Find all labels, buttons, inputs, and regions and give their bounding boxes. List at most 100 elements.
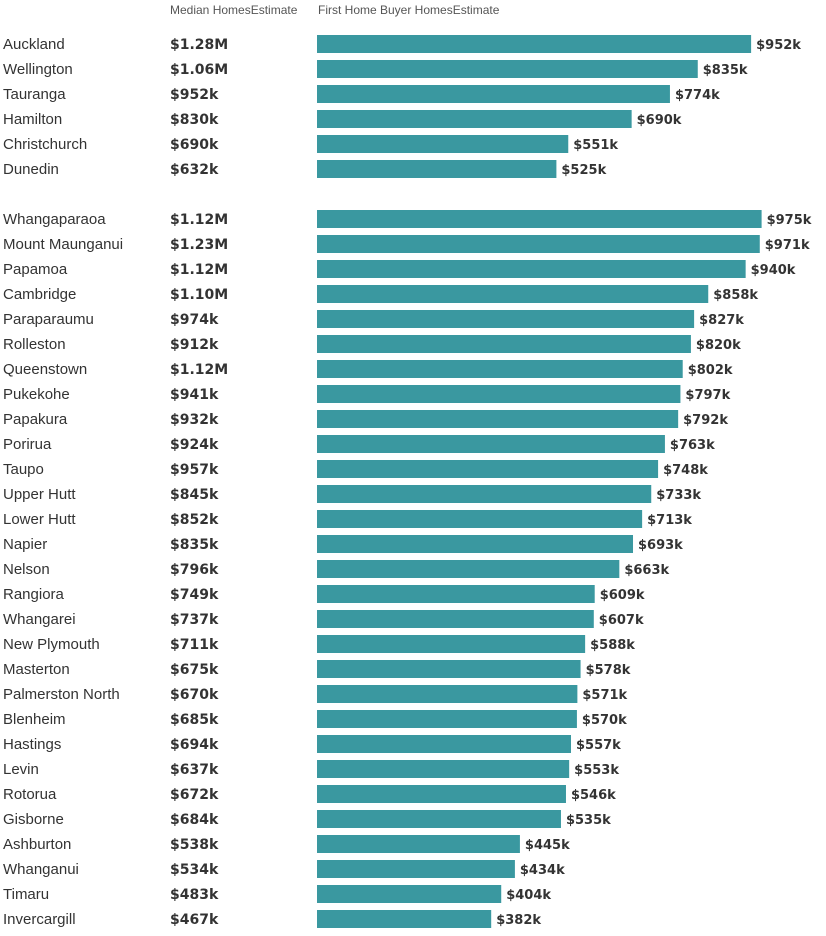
bar-invercargill: [317, 910, 492, 928]
bar-label-wellington: $835k: [703, 63, 748, 78]
bar-whangarei: [317, 610, 594, 628]
bar-taupo: [317, 460, 659, 478]
bar-hamilton: [317, 110, 632, 128]
city-label-dunedin: Dunedin: [3, 161, 59, 178]
bar-whangaparaoa: [317, 210, 762, 228]
bar-cambridge: [317, 285, 709, 303]
bar-label-whanganui: $434k: [520, 863, 565, 878]
bar-tauranga: [317, 85, 670, 103]
bar-palmerston-north: [317, 685, 578, 703]
bar-paraparaumu: [317, 310, 695, 328]
bar-lower-hutt: [317, 510, 643, 528]
median-value-levin: $637k: [170, 762, 219, 778]
median-value-whangarei: $737k: [170, 612, 219, 628]
bar-christchurch: [317, 135, 569, 153]
bar-dunedin: [317, 160, 557, 178]
city-label-rangiora: Rangiora: [3, 586, 65, 603]
bar-label-rotorua: $546k: [571, 788, 616, 803]
median-value-tauranga: $952k: [170, 87, 219, 103]
bar-label-ashburton: $445k: [525, 838, 570, 853]
median-value-blenheim: $685k: [170, 712, 219, 728]
city-label-hamilton: Hamilton: [3, 111, 62, 128]
bar-gisborne: [317, 810, 561, 828]
median-value-hamilton: $830k: [170, 112, 219, 128]
median-value-upper-hutt: $845k: [170, 487, 219, 503]
median-value-nelson: $796k: [170, 562, 219, 578]
median-value-whanganui: $534k: [170, 862, 219, 878]
bar-label-hastings: $557k: [576, 738, 621, 753]
city-label-whanganui: Whanganui: [3, 861, 79, 878]
city-label-masterton: Masterton: [3, 661, 70, 678]
city-label-upper-hutt: Upper Hutt: [3, 486, 76, 503]
median-value-dunedin: $632k: [170, 162, 219, 178]
city-label-papakura: Papakura: [3, 411, 68, 428]
median-value-hastings: $694k: [170, 737, 219, 753]
bar-label-blenheim: $570k: [582, 713, 627, 728]
city-label-porirua: Porirua: [3, 436, 52, 453]
city-label-auckland: Auckland: [3, 36, 65, 53]
bar-label-levin: $553k: [574, 763, 619, 778]
bar-pukekohe: [317, 385, 681, 403]
median-value-porirua: $924k: [170, 437, 219, 453]
city-label-wellington: Wellington: [3, 61, 73, 78]
bar-label-upper-hutt: $733k: [656, 488, 701, 503]
median-value-gisborne: $684k: [170, 812, 219, 828]
bar-label-gisborne: $535k: [566, 813, 611, 828]
median-column-header: Median HomesEstimate: [170, 3, 298, 17]
median-value-whangaparaoa: $1.12M: [170, 212, 228, 228]
median-value-christchurch: $690k: [170, 137, 219, 153]
city-label-tauranga: Tauranga: [3, 86, 66, 103]
bar-rangiora: [317, 585, 595, 603]
city-label-new-plymouth: New Plymouth: [3, 636, 100, 653]
median-value-taupo: $957k: [170, 462, 219, 478]
city-label-blenheim: Blenheim: [3, 711, 66, 728]
bar-label-pukekohe: $797k: [685, 388, 730, 403]
bar-label-masterton: $578k: [586, 663, 631, 678]
bar-whanganui: [317, 860, 515, 878]
bar-label-cambridge: $858k: [713, 288, 758, 303]
city-label-queenstown: Queenstown: [3, 361, 87, 378]
city-label-hastings: Hastings: [3, 736, 61, 753]
bar-rolleston: [317, 335, 691, 353]
median-value-napier: $835k: [170, 537, 219, 553]
bar-rotorua: [317, 785, 566, 803]
bar-auckland: [317, 35, 752, 53]
bar-porirua: [317, 435, 665, 453]
city-label-napier: Napier: [3, 536, 47, 553]
median-value-lower-hutt: $852k: [170, 512, 219, 528]
median-value-queenstown: $1.12M: [170, 362, 228, 378]
median-value-auckland: $1.28M: [170, 37, 228, 53]
bar-mount-maunganui: [317, 235, 760, 253]
bar-label-paraparaumu: $827k: [699, 313, 744, 328]
bar-masterton: [317, 660, 581, 678]
bar-papakura: [317, 410, 679, 428]
bar-papamoa: [317, 260, 746, 278]
bar-label-auckland: $952k: [756, 38, 801, 53]
median-value-mount-maunganui: $1.23M: [170, 237, 228, 253]
bar-label-rangiora: $609k: [600, 588, 645, 603]
city-label-papamoa: Papamoa: [3, 261, 68, 278]
median-value-palmerston-north: $670k: [170, 687, 219, 703]
city-label-lower-hutt: Lower Hutt: [3, 511, 76, 528]
median-value-cambridge: $1.10M: [170, 287, 228, 303]
bar-napier: [317, 535, 634, 553]
city-label-taupo: Taupo: [3, 461, 44, 478]
bar-label-lower-hutt: $713k: [647, 513, 692, 528]
median-value-wellington: $1.06M: [170, 62, 228, 78]
median-value-timaru: $483k: [170, 887, 219, 903]
bar-upper-hutt: [317, 485, 652, 503]
bar-label-whangarei: $607k: [599, 613, 644, 628]
city-label-levin: Levin: [3, 761, 39, 778]
city-label-rotorua: Rotorua: [3, 786, 57, 803]
bar-label-christchurch: $551k: [573, 138, 618, 153]
bar-hastings: [317, 735, 571, 753]
bar-label-porirua: $763k: [670, 438, 715, 453]
bar-blenheim: [317, 710, 577, 728]
median-value-rangiora: $749k: [170, 587, 219, 603]
bar-label-timaru: $404k: [506, 888, 551, 903]
first-home-buyer-column-header: First Home Buyer HomesEstimate: [318, 3, 500, 17]
city-label-pukekohe: Pukekohe: [3, 386, 70, 403]
city-label-invercargill: Invercargill: [3, 911, 76, 928]
city-label-whangaparaoa: Whangaparaoa: [3, 211, 106, 228]
